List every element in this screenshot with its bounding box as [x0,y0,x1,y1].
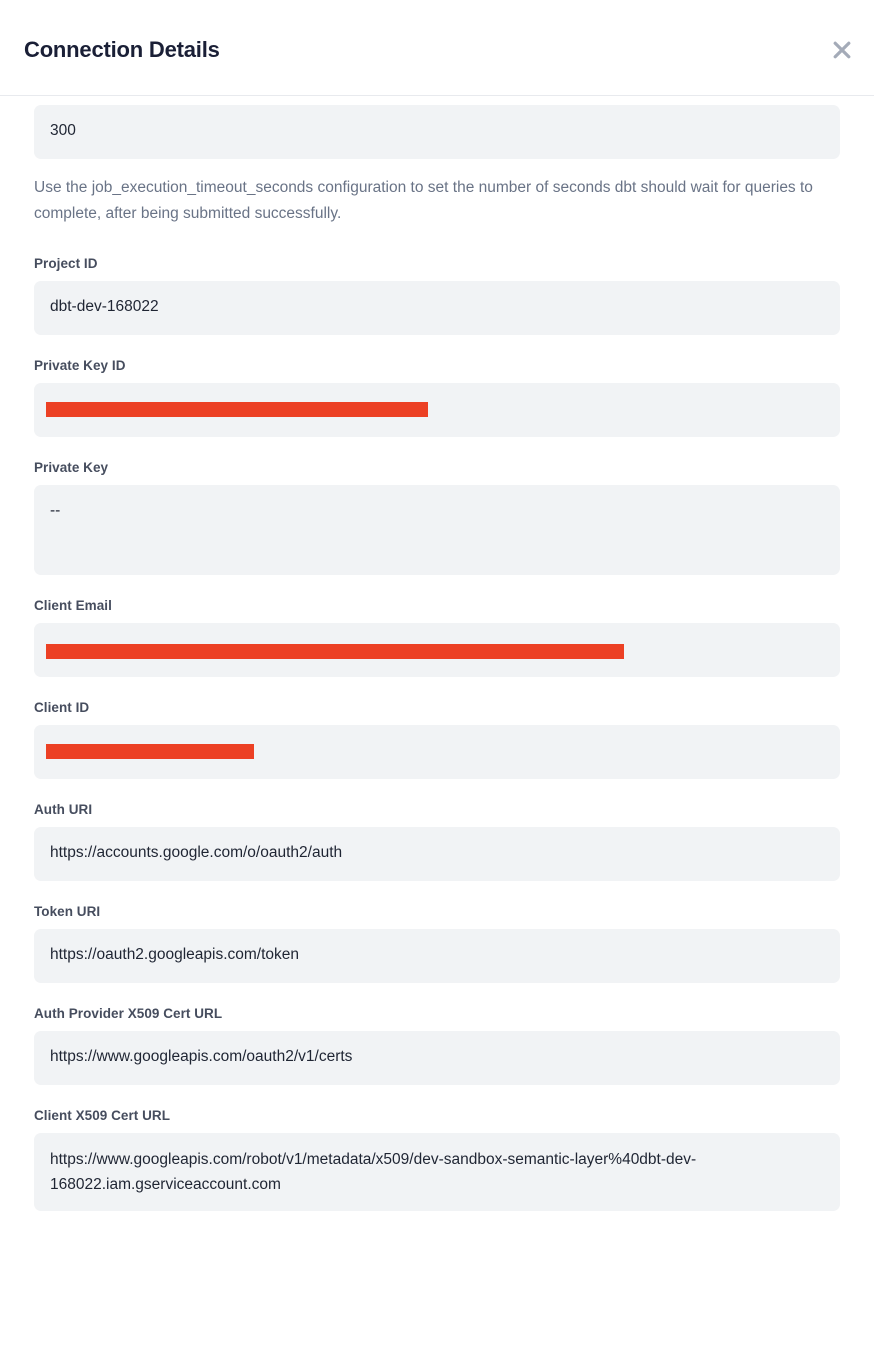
close-icon [831,39,853,61]
field-client-email: Client Email [34,597,840,677]
field-private-key-id: Private Key ID [34,357,840,437]
client-x509-cert-url-label: Client X509 Cert URL [34,1108,171,1123]
client-email-redaction-bar [46,644,624,659]
private-key-id-value[interactable] [34,383,840,437]
project-id-value[interactable]: dbt-dev-168022 [34,281,840,335]
client-x509-cert-url-value[interactable]: https://www.googleapis.com/robot/v1/meta… [34,1133,840,1211]
close-button[interactable] [824,32,860,68]
project-id-label: Project ID [34,256,98,271]
job-execution-timeout-seconds-helper-text: Use the job_execution_timeout_seconds co… [34,179,813,222]
field-token-uri: Token URI https://oauth2.googleapis.com/… [34,903,840,983]
auth-uri-value[interactable]: https://accounts.google.com/o/oauth2/aut… [34,827,840,881]
spacer [34,1085,840,1107]
auth-provider-x509-cert-url-value[interactable]: https://www.googleapis.com/oauth2/v1/cer… [34,1031,840,1085]
client-id-value[interactable] [34,725,840,779]
spacer [34,779,840,801]
spacer [34,227,840,255]
auth-uri-label: Auth URI [34,802,93,817]
token-uri-label: Token URI [34,904,101,919]
private-key-label: Private Key [34,460,109,475]
field-auth-provider-x509-cert-url: Auth Provider X509 Cert URL https://www.… [34,1005,840,1085]
client-email-label: Client Email [34,598,112,613]
field-auth-uri: Auth URI https://accounts.google.com/o/o… [34,801,840,881]
modal-body-scroll-area[interactable]: 300 Use the job_execution_timeout_second… [0,97,874,1372]
modal-header: Connection Details [0,0,874,96]
spacer [34,881,840,903]
field-project-id: Project ID dbt-dev-168022 [34,255,840,335]
private-key-value[interactable]: -- [34,485,840,575]
spacer [34,575,840,597]
client-id-label: Client ID [34,700,90,715]
field-job-execution-timeout-seconds: 300 Use the job_execution_timeout_second… [34,105,840,227]
job-execution-timeout-seconds-value[interactable]: 300 [34,105,840,159]
token-uri-value[interactable]: https://oauth2.googleapis.com/token [34,929,840,983]
client-id-redaction-bar [46,744,254,759]
client-email-value[interactable] [34,623,840,677]
private-key-id-label: Private Key ID [34,358,126,373]
field-client-x509-cert-url: Client X509 Cert URL https://www.googlea… [34,1107,840,1211]
spacer [34,437,840,459]
field-client-id: Client ID [34,699,840,779]
spacer [34,335,840,357]
field-private-key: Private Key -- [34,459,840,575]
private-key-id-redaction-bar [46,402,428,417]
auth-provider-x509-cert-url-label: Auth Provider X509 Cert URL [34,1006,223,1021]
spacer [34,983,840,1005]
page-title: Connection Details [24,37,220,62]
spacer [34,677,840,699]
